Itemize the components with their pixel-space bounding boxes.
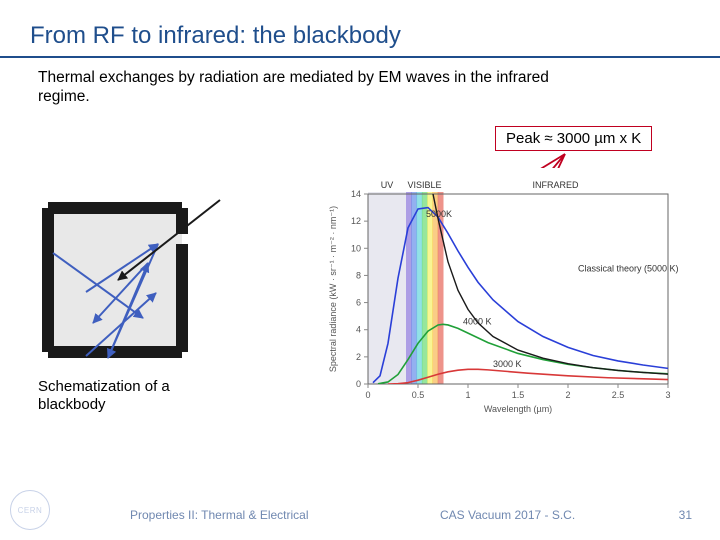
page-number: 31 [679, 508, 692, 522]
svg-text:6: 6 [356, 298, 361, 308]
svg-text:Wavelength (µm): Wavelength (µm) [484, 404, 552, 414]
svg-text:0: 0 [365, 390, 370, 400]
title-rule [0, 56, 720, 58]
svg-text:VISIBLE: VISIBLE [407, 180, 441, 190]
svg-text:INFRARED: INFRARED [532, 180, 579, 190]
svg-text:10: 10 [351, 243, 361, 253]
svg-text:Classical theory (5000 K): Classical theory (5000 K) [578, 263, 679, 273]
svg-text:8: 8 [356, 270, 361, 280]
svg-text:14: 14 [351, 189, 361, 199]
footer-left-text: Properties II: Thermal & Electrical [130, 508, 309, 522]
cern-logo: CERN [10, 490, 50, 530]
svg-text:0.5: 0.5 [412, 390, 425, 400]
svg-text:2: 2 [565, 390, 570, 400]
svg-text:3: 3 [665, 390, 670, 400]
svg-text:2.5: 2.5 [612, 390, 625, 400]
slide-subtitle: Thermal exchanges by radiation are media… [38, 68, 558, 107]
peak-annotation-box: Peak ≈ 3000 µm x K [495, 126, 652, 151]
svg-text:1.5: 1.5 [512, 390, 525, 400]
svg-text:12: 12 [351, 216, 361, 226]
svg-text:1: 1 [465, 390, 470, 400]
svg-text:4: 4 [356, 325, 361, 335]
svg-text:5000K: 5000K [426, 209, 452, 219]
svg-text:2: 2 [356, 352, 361, 362]
svg-text:UV: UV [381, 180, 394, 190]
svg-text:3000 K: 3000 K [493, 359, 522, 369]
slide-title: From RF to infrared: the blackbody [30, 22, 401, 50]
blackbody-schematic [40, 200, 190, 360]
svg-text:Spectral radiance (kW · sr⁻¹ ·: Spectral radiance (kW · sr⁻¹ · m⁻² · nm⁻… [328, 206, 338, 372]
spectral-radiance-chart: 0 0.5 1 1.5 2 2.5 3 0 2 4 6 8 10 12 14 Wavelength (µm) S… [320, 168, 690, 418]
svg-text:0: 0 [356, 379, 361, 389]
footer-right-text: CAS Vacuum 2017 - S.C. [440, 508, 575, 522]
schematic-caption: Schematization of a blackbody [38, 378, 208, 414]
